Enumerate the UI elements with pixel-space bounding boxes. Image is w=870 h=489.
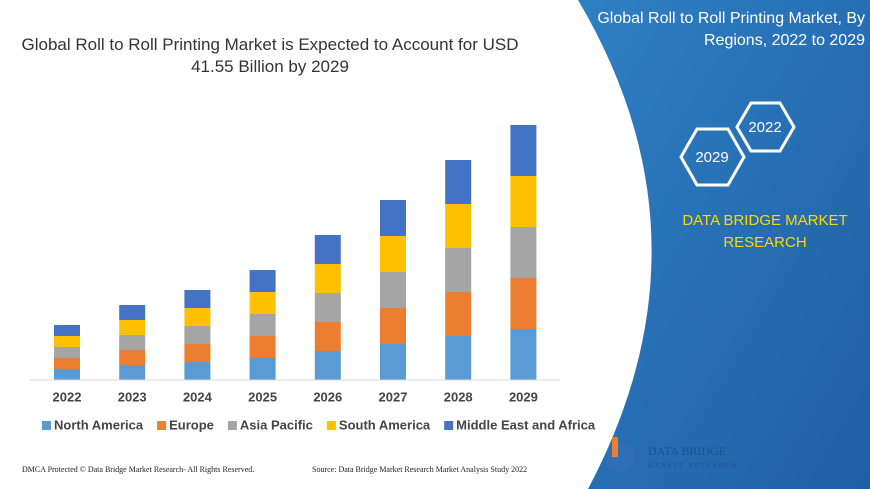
legend-label: South America — [339, 417, 431, 432]
bar-segment — [54, 347, 80, 358]
bar-segment — [314, 322, 341, 351]
bar-segment — [249, 314, 276, 336]
logo-icon — [605, 443, 635, 473]
legend-label: Europe — [169, 417, 214, 432]
hexagon-label: 2022 — [748, 119, 781, 136]
bar-segment — [510, 176, 537, 227]
legend-label: Middle East and Africa — [456, 417, 596, 432]
bar-segment — [314, 264, 341, 293]
bar-segment — [54, 336, 80, 347]
logo-icon — [612, 437, 618, 457]
bar-segment — [510, 278, 537, 329]
bar-segment — [119, 335, 146, 350]
legend-swatch — [157, 421, 167, 430]
bar-segment — [445, 336, 472, 380]
hexagon — [679, 127, 746, 187]
bar-segment — [119, 305, 146, 320]
bar-segment — [119, 320, 146, 335]
bar-segment — [54, 358, 80, 369]
bar-segment — [510, 227, 537, 278]
bar-segment — [249, 358, 276, 380]
legend-swatch — [42, 421, 51, 430]
bar-segment — [119, 365, 146, 380]
hexagon — [735, 101, 796, 153]
x-tick-label: 2025 — [248, 389, 277, 404]
bar-segment — [380, 344, 406, 380]
x-tick-label: 2022 — [53, 389, 82, 404]
legend-swatch — [227, 421, 237, 430]
bar-segment — [314, 293, 341, 322]
footer-notice: DMCA Protected © Data Bridge Market Rese… — [22, 465, 254, 474]
hexagon-label: 2029 — [695, 149, 728, 166]
footer-source: Source: Data Bridge Market Research Mark… — [312, 465, 527, 474]
side-panel — [578, 0, 870, 489]
bar-segment — [184, 308, 211, 326]
brand: DATA BRIDGE MARKET RESEARCH — [682, 212, 848, 251]
bar-segment — [314, 351, 341, 380]
bar-segment — [184, 290, 211, 308]
x-tick-label: 2028 — [444, 389, 473, 404]
bar-segment — [249, 270, 276, 292]
bar-segment — [445, 292, 472, 336]
bar-segment — [380, 200, 406, 236]
bar-segment — [380, 272, 406, 308]
bar-segment — [249, 336, 276, 358]
panel-title: Global Roll to Roll Printing Market, By … — [597, 10, 865, 49]
x-tick-label: 2029 — [509, 389, 538, 404]
logo-name: DATA BRIDGE — [648, 444, 726, 458]
bar-segment — [249, 292, 276, 314]
bar-segment — [54, 325, 80, 336]
bar-segment — [445, 248, 472, 292]
bar-segment — [380, 236, 406, 272]
legend-label: North America — [54, 417, 144, 432]
bar-segment — [184, 344, 211, 362]
bar-segment — [380, 308, 406, 344]
x-tick-label: 2027 — [379, 389, 408, 404]
x-tick-label: 2026 — [313, 389, 342, 404]
x-tick-label: 2024 — [183, 389, 213, 404]
bar-segment — [510, 125, 537, 176]
x-tick-label: 2023 — [118, 389, 147, 404]
legend-swatch — [444, 421, 454, 430]
bar-segment — [54, 369, 80, 380]
logo-tagline: MARKET RESEARCH — [648, 464, 738, 470]
bar-segment — [184, 362, 211, 380]
bar-segment — [445, 160, 472, 204]
legend-label: Asia Pacific — [240, 417, 313, 432]
bar-segment — [119, 350, 146, 365]
bar-segment — [510, 329, 537, 380]
bar-segment — [184, 326, 211, 344]
bar-segment — [445, 204, 472, 248]
legend-swatch — [326, 421, 336, 430]
chart-title: Global Roll to Roll Printing Market is E… — [21, 35, 519, 76]
bar-segment — [314, 235, 341, 264]
